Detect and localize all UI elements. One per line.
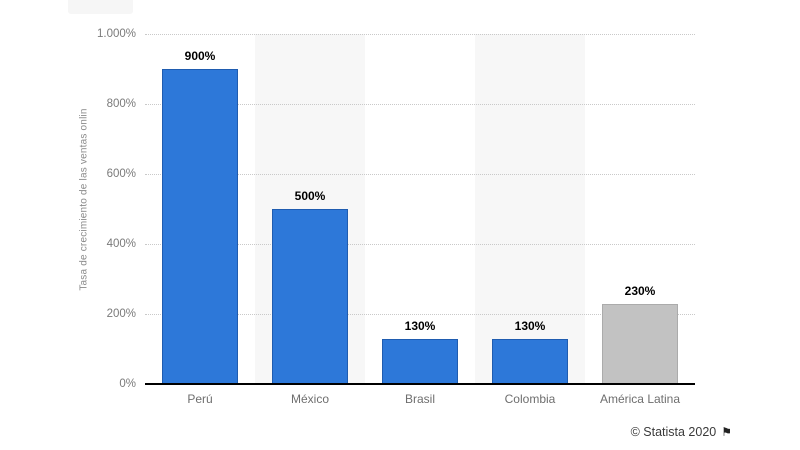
bar-brasil[interactable] xyxy=(382,338,458,384)
y-tick-label: 0% xyxy=(119,378,136,390)
plot-area: 900% 500% 130% 130% 230% xyxy=(145,34,695,384)
bar-perú[interactable] xyxy=(162,69,238,384)
x-category-label: México xyxy=(290,392,329,406)
x-category-label: Brasil xyxy=(404,392,435,406)
y-tick-label: 1.000% xyxy=(96,28,136,40)
y-tick-label: 400% xyxy=(106,238,136,250)
bar-value-label: 230% xyxy=(624,283,656,298)
bar-value-label: 900% xyxy=(184,49,216,63)
bar-value-label: 130% xyxy=(404,318,436,333)
bar-méxico[interactable] xyxy=(272,209,348,384)
y-tick-label: 800% xyxy=(106,98,136,110)
bar-colombia[interactable] xyxy=(492,338,568,384)
gridline xyxy=(145,174,695,175)
bar-value-label: 130% xyxy=(514,318,546,333)
gridline xyxy=(145,34,695,35)
y-axis-title: Tasa de crecimiento de las ventas onlin xyxy=(78,108,90,291)
page-edge-artifact xyxy=(68,0,133,14)
gridline xyxy=(145,104,695,105)
copyright-text: © Statista 2020 xyxy=(630,425,717,439)
gridline xyxy=(145,314,695,315)
bar-value-label: 500% xyxy=(294,189,326,203)
flag-icon: ⚑ xyxy=(721,425,732,439)
x-category-label: Colombia xyxy=(504,392,556,406)
x-category-label: Perú xyxy=(187,392,213,406)
column-stripe xyxy=(475,34,585,384)
gridline xyxy=(145,244,695,245)
x-axis-baseline xyxy=(145,383,695,385)
y-tick-label: 600% xyxy=(106,168,136,180)
footer-credit: © Statista 2020 ⚑ xyxy=(631,425,732,439)
y-tick-label: 200% xyxy=(106,308,136,320)
bar-américa-latina[interactable] xyxy=(602,303,678,384)
x-category-label: América Latina xyxy=(599,392,681,406)
